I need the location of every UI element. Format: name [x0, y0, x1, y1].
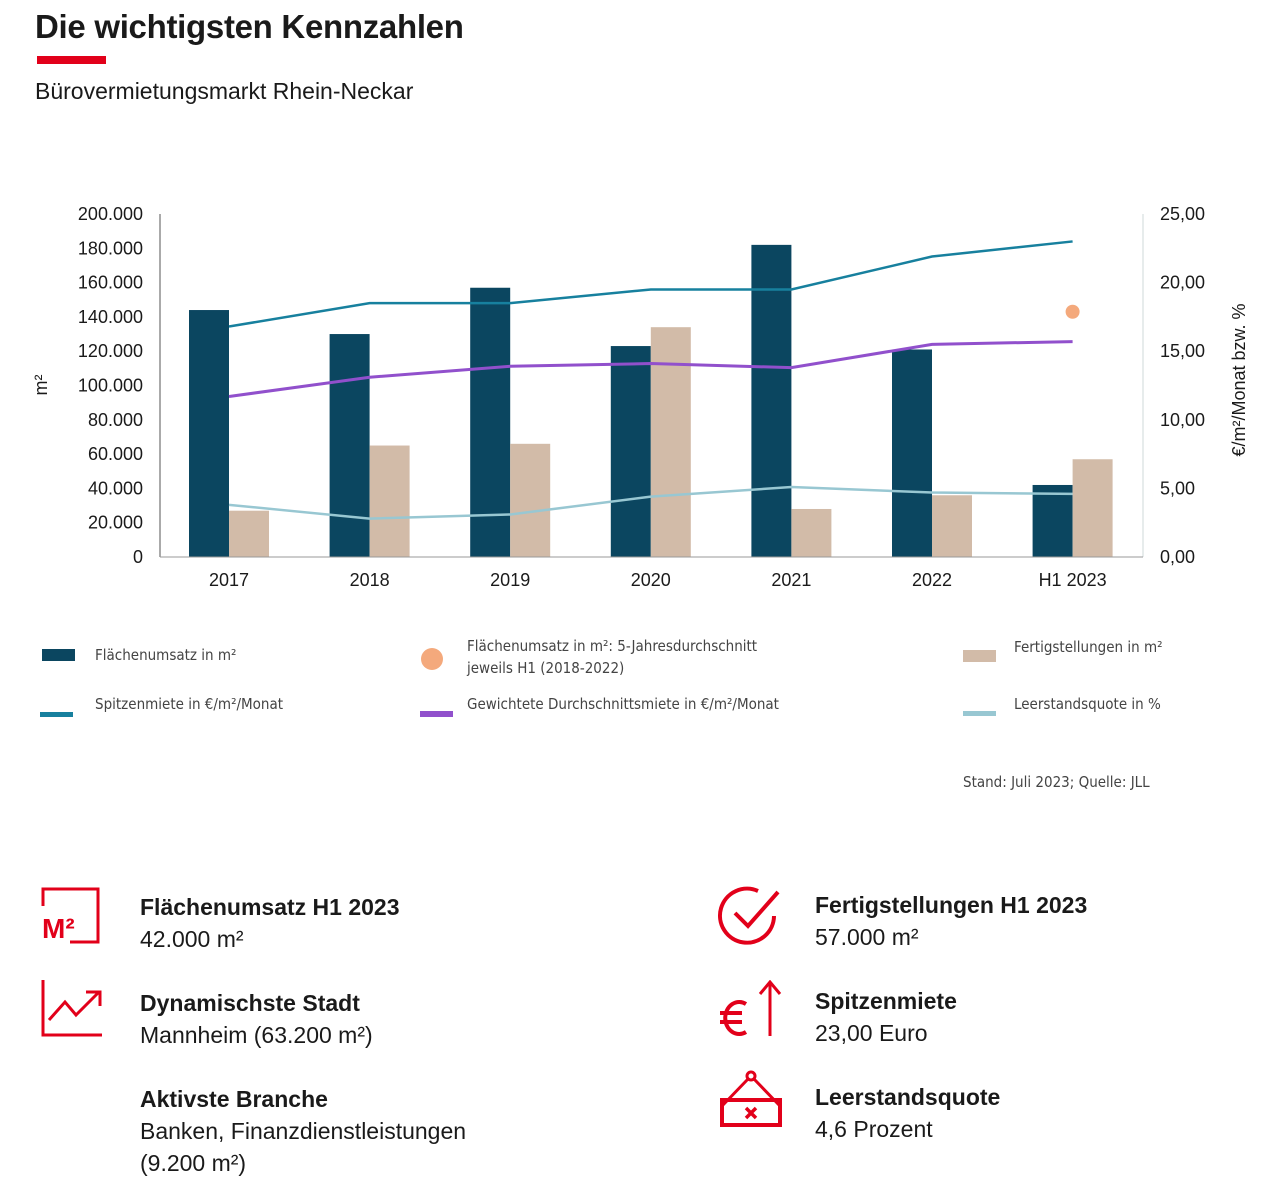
- kpi-title: Leerstandsquote: [815, 1084, 1001, 1110]
- bar-flaechenumsatz: [470, 287, 511, 557]
- legend-swatch-spitzen: [40, 712, 73, 717]
- kpi-value: 23,00 Euro: [815, 1020, 928, 1046]
- legend-leerstand: Leerstandsquote in %: [1014, 695, 1161, 713]
- kpi-title: Aktivste Branche: [140, 1086, 328, 1112]
- y-tick-label: 180.000: [78, 238, 143, 258]
- y-tick-label: 140.000: [78, 307, 143, 327]
- kpi-spitzenmiete: Spitzenmiete 23,00 Euro: [815, 985, 957, 1049]
- kpi-title: Fertigstellungen H1 2023: [815, 892, 1088, 918]
- bar-flaechenumsatz: [751, 244, 792, 557]
- y-tick-label: 0: [133, 547, 143, 567]
- kpi-value: 57.000 m²: [815, 924, 919, 950]
- bar-fertigstellungen: [650, 327, 691, 557]
- legend-swatch-flaechenumsatz: [42, 649, 75, 661]
- kpi-flaechenumsatz: Flächenumsatz H1 2023 42.000 m²: [140, 891, 400, 955]
- page-title: Die wichtigsten Kennzahlen: [35, 8, 464, 45]
- kpi-value: Banken, Finanzdienstleistungen: [140, 1118, 467, 1144]
- page-subtitle: Bürovermietungsmarkt Rhein-Neckar: [35, 78, 414, 104]
- y2-tick-label: 20,00: [1160, 273, 1205, 293]
- kpi-value-2: (9.200 m²): [140, 1150, 247, 1176]
- kpi-title: Flächenumsatz H1 2023: [140, 894, 400, 920]
- kpi-fertigstellungen: Fertigstellungen H1 2023 57.000 m²: [815, 889, 1087, 953]
- y2-tick-label: 5,00: [1160, 478, 1195, 498]
- kpi-value: Mannheim (63.200 m²): [140, 1022, 373, 1048]
- x-tick-label: 2021: [771, 570, 811, 590]
- euro-up-icon: [720, 980, 782, 1036]
- y-tick-label: 80.000: [88, 410, 143, 430]
- check-circle-icon: [718, 886, 780, 945]
- legend-swatch-leerstand: [963, 711, 996, 716]
- bar-fertigstellungen: [932, 495, 972, 557]
- bar-flaechenumsatz: [610, 346, 651, 557]
- kpi-title: Spitzenmiete: [815, 988, 957, 1014]
- kpi-title: Dynamischste Stadt: [140, 990, 360, 1016]
- bar-flaechenumsatz: [1032, 484, 1073, 557]
- kpi-value: 4,6 Prozent: [815, 1116, 933, 1142]
- bar-flaechenumsatz: [892, 349, 932, 557]
- m2-icon: M²: [41, 887, 100, 944]
- y-tick-label: 160.000: [78, 273, 143, 293]
- y2-axis-label: €/m²/Monat bzw. %: [1229, 303, 1249, 456]
- legend-swatch-durchschnitt: [420, 711, 453, 717]
- y-tick-label: 120.000: [78, 341, 143, 361]
- y-tick-label: 200.000: [78, 204, 143, 224]
- vacancy-sign-icon: [720, 1070, 782, 1127]
- kpi-value: 42.000 m²: [140, 926, 244, 952]
- bar-flaechenumsatz: [189, 310, 229, 557]
- y-tick-label: 20.000: [88, 513, 143, 533]
- chart: 0 20.000 40.000 60.000 80.000 100.000 120.000 1…: [31, 204, 1249, 590]
- y2-tick-label: 10,00: [1160, 410, 1205, 430]
- legend-avg: Flächenumsatz in m²: 5-Jahresdurchschnit…: [467, 635, 757, 679]
- legend-flaechenumsatz: Flächenumsatz in m²: [95, 646, 237, 664]
- x-tick-label: 2018: [350, 570, 390, 590]
- legend-swatch-avg: [421, 648, 443, 670]
- legend-durchschnitt: Gewichtete Durchschnittsmiete in €/m²/Mo…: [467, 695, 779, 713]
- x-tick-label: 2022: [912, 570, 952, 590]
- legend-swatch-fertig: [963, 650, 996, 662]
- series-line: [228, 485, 1073, 520]
- bar-flaechenumsatz: [329, 334, 370, 557]
- legend-fertig: Fertigstellungen in m²: [1014, 638, 1163, 656]
- bar-fertigstellungen: [229, 510, 269, 557]
- legend-spitzen: Spitzenmiete in €/m²/Monat: [95, 695, 284, 713]
- trend-up-icon: [41, 980, 102, 1037]
- bar-fertigstellungen: [369, 445, 410, 557]
- legend-avg-line2: jeweils H1 (2018-2022): [467, 659, 625, 677]
- y-tick-label: 60.000: [88, 444, 143, 464]
- accent-bar: [37, 56, 106, 64]
- bar-fertigstellungen: [510, 443, 551, 557]
- x-tick-label: 2019: [490, 570, 530, 590]
- series-line: [228, 340, 1073, 398]
- legend-avg-line1: Flächenumsatz in m²: 5-Jahresdurchschnit…: [467, 637, 758, 655]
- avg-point: [1065, 304, 1080, 319]
- bar-fertigstellungen: [791, 508, 832, 557]
- y-axis-label: m²: [31, 375, 51, 396]
- x-tick-label: 2020: [631, 570, 671, 590]
- y2-tick-label: 0,00: [1160, 547, 1195, 567]
- y2-tick-label: 25,00: [1160, 204, 1205, 224]
- kpi-dynamischste-stadt: Dynamischste Stadt Mannheim (63.200 m²): [140, 987, 373, 1051]
- y2-tick-label: 15,00: [1160, 341, 1205, 361]
- source-note: Stand: Juli 2023; Quelle: JLL: [963, 773, 1150, 791]
- series-line: [228, 240, 1073, 328]
- kpi-aktivste-branche: Aktivste Branche Banken, Finanzdienstleis…: [140, 1083, 466, 1179]
- svg-text:M²: M²: [42, 913, 75, 944]
- x-tick-label: H1 2023: [1039, 570, 1107, 590]
- y-tick-label: 40.000: [88, 478, 143, 498]
- y-tick-label: 100.000: [78, 376, 143, 396]
- kpi-leerstandsquote: Leerstandsquote 4,6 Prozent: [815, 1081, 1000, 1145]
- x-tick-label: 2017: [209, 570, 249, 590]
- bar-fertigstellungen: [1072, 459, 1113, 557]
